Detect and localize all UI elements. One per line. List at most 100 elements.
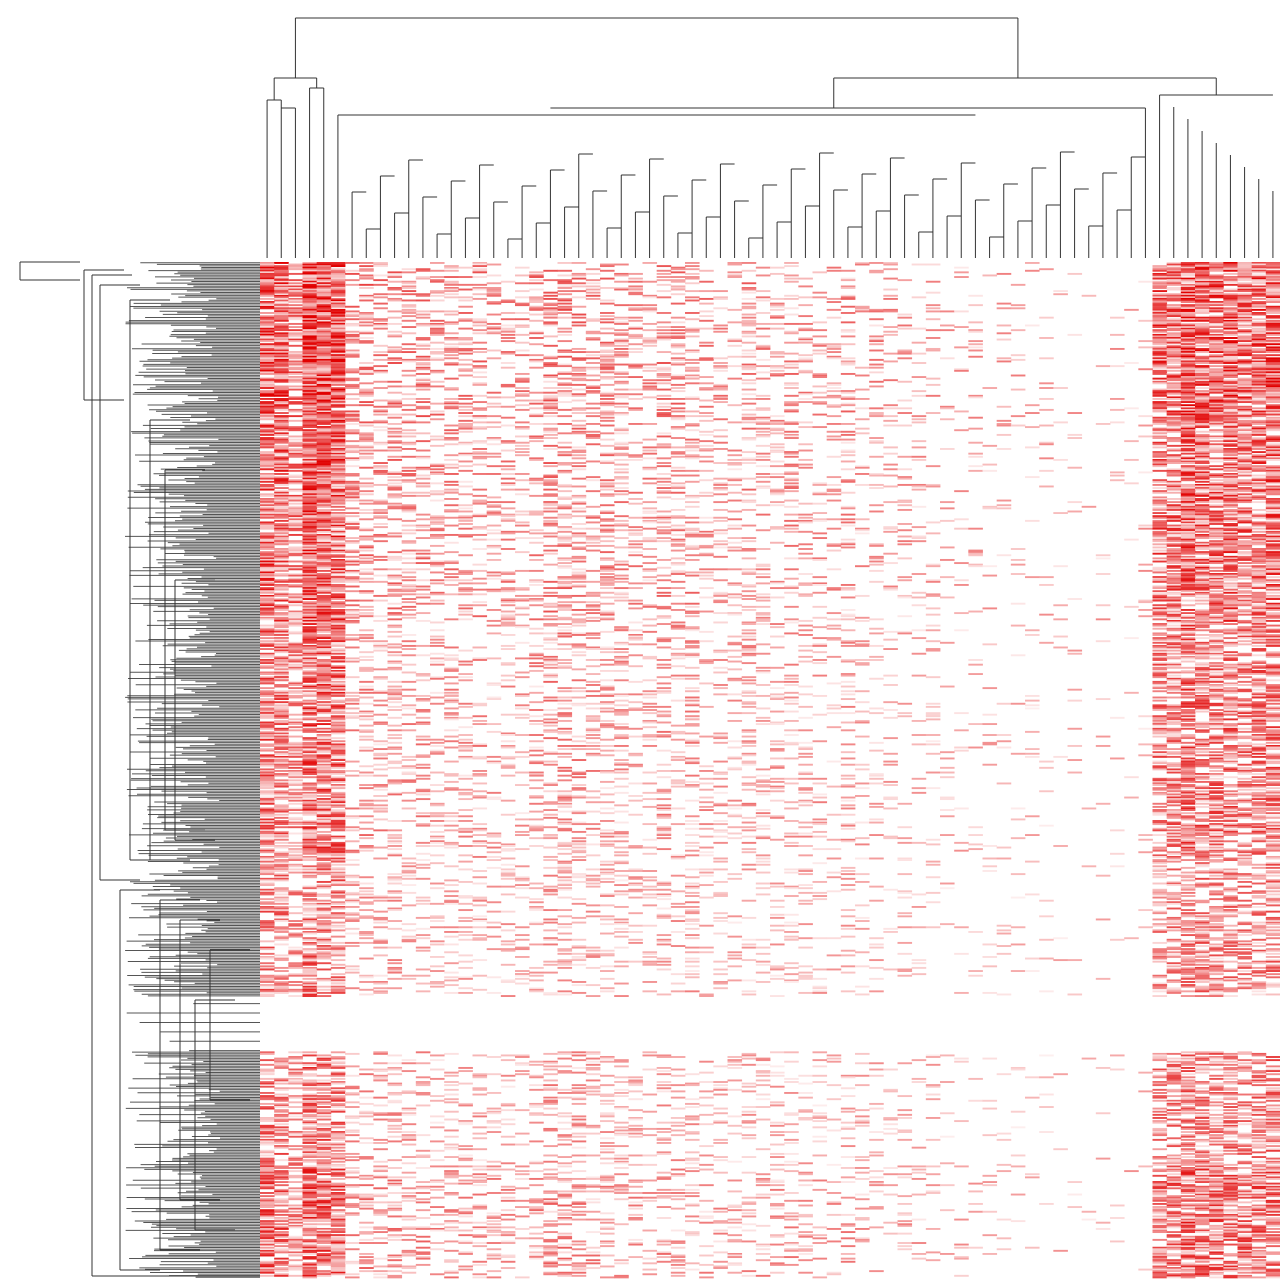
heatmap-cell bbox=[330, 513, 346, 516]
heatmap-cell bbox=[1237, 391, 1253, 394]
heatmap-cell bbox=[274, 369, 289, 372]
heatmap-cell bbox=[1138, 527, 1153, 530]
heatmap-cell bbox=[430, 519, 445, 522]
heatmap-cell bbox=[911, 296, 927, 299]
heatmap-cell bbox=[699, 448, 714, 450]
heatmap-cell bbox=[1251, 304, 1267, 307]
heatmap-cell bbox=[1195, 401, 1210, 404]
heatmap-cell bbox=[614, 443, 629, 446]
heatmap-cell bbox=[1237, 516, 1253, 519]
heatmap-cell bbox=[288, 568, 303, 571]
heatmap-cell bbox=[869, 335, 884, 338]
heatmap-cell bbox=[1251, 552, 1267, 555]
heatmap-cell bbox=[1209, 423, 1224, 425]
heatmap-cell bbox=[741, 382, 757, 385]
heatmap-cell bbox=[1223, 485, 1238, 488]
heatmap-cell bbox=[784, 477, 799, 480]
heatmap-cell bbox=[401, 529, 417, 532]
heatmap-cell bbox=[1209, 446, 1224, 449]
heatmap-cell bbox=[855, 532, 870, 535]
heatmap-cell bbox=[628, 285, 643, 288]
heatmap-cell bbox=[316, 408, 332, 411]
heatmap-cell bbox=[1251, 271, 1267, 274]
heatmap-cell bbox=[288, 326, 303, 328]
heatmap-cell bbox=[755, 418, 771, 421]
heatmap-cell bbox=[345, 465, 360, 468]
heatmap-cell bbox=[316, 582, 332, 585]
heatmap-cell bbox=[458, 460, 473, 463]
heatmap-cell bbox=[500, 327, 516, 330]
heatmap-cell bbox=[1209, 468, 1224, 471]
heatmap-cell bbox=[741, 488, 757, 491]
heatmap-cell bbox=[1265, 426, 1280, 429]
heatmap-cell bbox=[359, 341, 374, 344]
heatmap-cell bbox=[387, 335, 403, 338]
heatmap-cell bbox=[316, 438, 332, 441]
heatmap-cell bbox=[430, 563, 445, 566]
heatmap-cell bbox=[330, 508, 346, 511]
heatmap-cell bbox=[274, 262, 289, 264]
heatmap-cell bbox=[685, 469, 700, 472]
heatmap-cell bbox=[1251, 327, 1267, 330]
heatmap-cell bbox=[1237, 433, 1253, 436]
heatmap-cell bbox=[500, 538, 516, 541]
heatmap-cell bbox=[1237, 388, 1253, 391]
heatmap-cell bbox=[543, 308, 558, 311]
heatmap-cell bbox=[1251, 321, 1267, 324]
heatmap-cell bbox=[557, 441, 573, 444]
heatmap-cell bbox=[1152, 483, 1168, 486]
heatmap-cell bbox=[359, 544, 374, 547]
heatmap-cell bbox=[302, 480, 318, 483]
heatmap-cell bbox=[274, 408, 289, 411]
heatmap-cell bbox=[500, 507, 516, 510]
heatmap-cell bbox=[274, 504, 289, 507]
heatmap-cell bbox=[1152, 346, 1168, 349]
heatmap-cell bbox=[345, 580, 360, 583]
heatmap-cell bbox=[1166, 293, 1182, 296]
heatmap-cell bbox=[529, 330, 544, 333]
heatmap-cell bbox=[685, 329, 700, 332]
heatmap-cell bbox=[1195, 501, 1210, 504]
heatmap-cell bbox=[1251, 574, 1267, 577]
heatmap-cell bbox=[274, 337, 289, 339]
heatmap-cell bbox=[713, 529, 728, 532]
heatmap-cell bbox=[713, 307, 728, 310]
heatmap-cell bbox=[1237, 482, 1253, 485]
heatmap-cell bbox=[798, 338, 813, 341]
heatmap-cell bbox=[260, 319, 275, 322]
heatmap-cell bbox=[260, 287, 275, 289]
heatmap-cell bbox=[1251, 577, 1267, 580]
heatmap-cell bbox=[316, 415, 332, 418]
heatmap-cell bbox=[1223, 280, 1238, 283]
heatmap-cell bbox=[685, 516, 700, 519]
heatmap-cell bbox=[330, 460, 346, 463]
heatmap-cell bbox=[1265, 354, 1280, 357]
heatmap-cell bbox=[359, 502, 374, 505]
heatmap-cell bbox=[670, 346, 686, 349]
heatmap-cell bbox=[260, 285, 275, 288]
heatmap-cell bbox=[1166, 557, 1182, 560]
heatmap-cell bbox=[1251, 374, 1267, 377]
heatmap-cell bbox=[500, 449, 516, 452]
heatmap-cell bbox=[954, 368, 969, 371]
heatmap-cell bbox=[996, 307, 1012, 310]
heatmap-cell bbox=[458, 349, 473, 352]
heatmap-cell bbox=[840, 396, 856, 399]
heatmap-cell bbox=[656, 413, 672, 416]
heatmap-cell bbox=[1265, 479, 1280, 482]
heatmap-cell bbox=[260, 272, 275, 275]
heatmap-cell bbox=[543, 535, 558, 538]
heatmap-cell bbox=[543, 429, 558, 432]
heatmap-cell bbox=[1166, 393, 1182, 396]
heatmap-cell bbox=[302, 465, 318, 468]
heatmap-cell bbox=[444, 402, 459, 405]
heatmap-cell bbox=[812, 343, 828, 346]
heatmap-cell bbox=[798, 513, 813, 516]
heatmap-cell bbox=[260, 305, 275, 308]
heatmap-cell bbox=[670, 357, 686, 360]
heatmap-cell bbox=[444, 332, 459, 335]
heatmap-cell bbox=[260, 351, 275, 354]
heatmap-cell bbox=[543, 407, 558, 410]
heatmap-cell bbox=[1180, 341, 1196, 344]
heatmap-cell bbox=[302, 549, 318, 552]
